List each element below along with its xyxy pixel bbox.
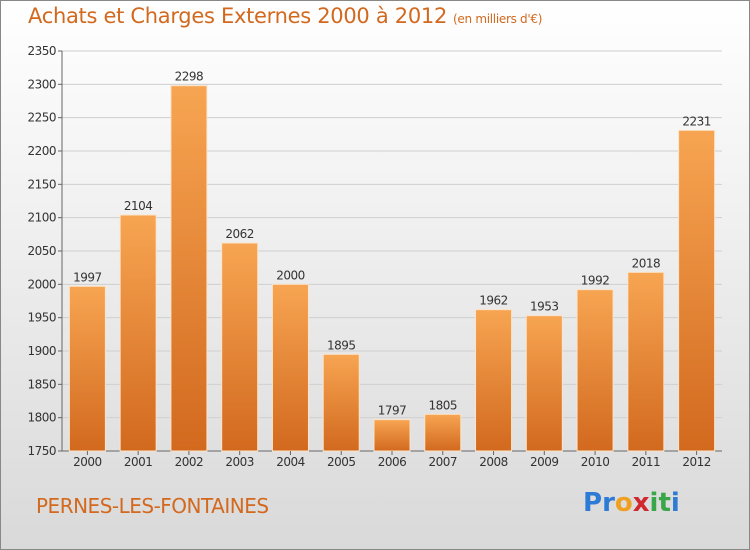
unit-label: (en milliers d'€) [453, 12, 543, 26]
logo-letter: i [670, 488, 680, 518]
x-tick-label: 2009 [530, 455, 559, 469]
logo-letter: t [658, 488, 671, 518]
bar-2012 [678, 129, 716, 452]
grid-lines [62, 50, 722, 452]
logo-letter: P [583, 488, 603, 518]
bar-2009 [525, 315, 563, 452]
city-name: PERNES-LES-FONTAINES [36, 494, 269, 518]
y-tick-label: 2300 [27, 77, 56, 91]
bar-2001 [119, 214, 157, 452]
logo-letter: r [602, 488, 615, 518]
bar-value-label: 2000 [276, 268, 305, 282]
proxiti-logo: Proxiti [583, 488, 680, 518]
bar-2008 [475, 309, 513, 452]
x-tick-label: 2003 [225, 455, 254, 469]
bar-2006 [373, 419, 411, 452]
bar-2002 [170, 85, 208, 452]
y-tick-label: 2200 [27, 144, 56, 158]
x-tick-label: 2002 [175, 455, 204, 469]
x-tick-label: 2004 [276, 455, 305, 469]
y-tick-label: 1800 [27, 411, 56, 425]
y-tick-label: 2250 [27, 111, 56, 125]
bar-value-label: 1953 [530, 300, 559, 314]
x-tick-label: 2001 [124, 455, 153, 469]
y-tick-label: 1850 [27, 377, 56, 391]
bar-2000 [68, 285, 106, 452]
x-axis-labels: 2000 2001 2002 2003 2004 2005 2006 2007 2008 2009… [73, 451, 711, 469]
x-tick-label: 2012 [682, 455, 711, 469]
logo-letter: i [649, 488, 659, 518]
bar-value-label: 2104 [124, 199, 153, 213]
title-text: Achats et Charges Externes 2000 à 2012 [28, 4, 448, 28]
y-tick-label: 2100 [27, 211, 56, 225]
bar-2011 [627, 271, 665, 452]
y-tick-label: 1900 [27, 344, 56, 358]
y-tick-label: 2150 [27, 177, 56, 191]
logo-letter: o [614, 488, 633, 518]
bar-2004 [271, 283, 309, 452]
bar-value-label: 1805 [428, 398, 457, 412]
bar-value-label: 1962 [479, 294, 508, 308]
x-tick-label: 2011 [632, 455, 661, 469]
bar-value-label: 2062 [225, 227, 254, 241]
y-tick-label: 1750 [27, 444, 56, 458]
bar-2005 [322, 353, 360, 452]
y-tick-label: 1950 [27, 311, 56, 325]
bar-2010 [576, 289, 614, 452]
x-tick-label: 2005 [327, 455, 356, 469]
x-tick-label: 2010 [581, 455, 610, 469]
bar-value-label: 2231 [682, 114, 711, 128]
y-tick-label: 2000 [27, 277, 56, 291]
y-tick-label: 2350 [27, 44, 56, 58]
x-tick-label: 2000 [73, 455, 102, 469]
y-tick-label: 2050 [27, 244, 56, 258]
x-tick-label: 2007 [428, 455, 457, 469]
bar-value-label: 1797 [378, 404, 407, 418]
x-tick-label: 2006 [378, 455, 407, 469]
bar-2007 [424, 413, 462, 452]
bars: 1997 2104 2298 2062 2000 1895 1797 1805 1962 1953… [68, 70, 716, 452]
x-tick-label: 2008 [479, 455, 508, 469]
bar-value-label: 2018 [632, 256, 661, 270]
bar-value-label: 2298 [175, 70, 204, 84]
bar-value-label: 1992 [581, 274, 610, 288]
bar-value-label: 1997 [73, 270, 102, 284]
logo-letter: x [632, 488, 650, 518]
bar-value-label: 1895 [327, 338, 356, 352]
bar-2003 [221, 242, 259, 452]
chart-title: Achats et Charges Externes 2000 à 2012 (e… [28, 4, 542, 28]
